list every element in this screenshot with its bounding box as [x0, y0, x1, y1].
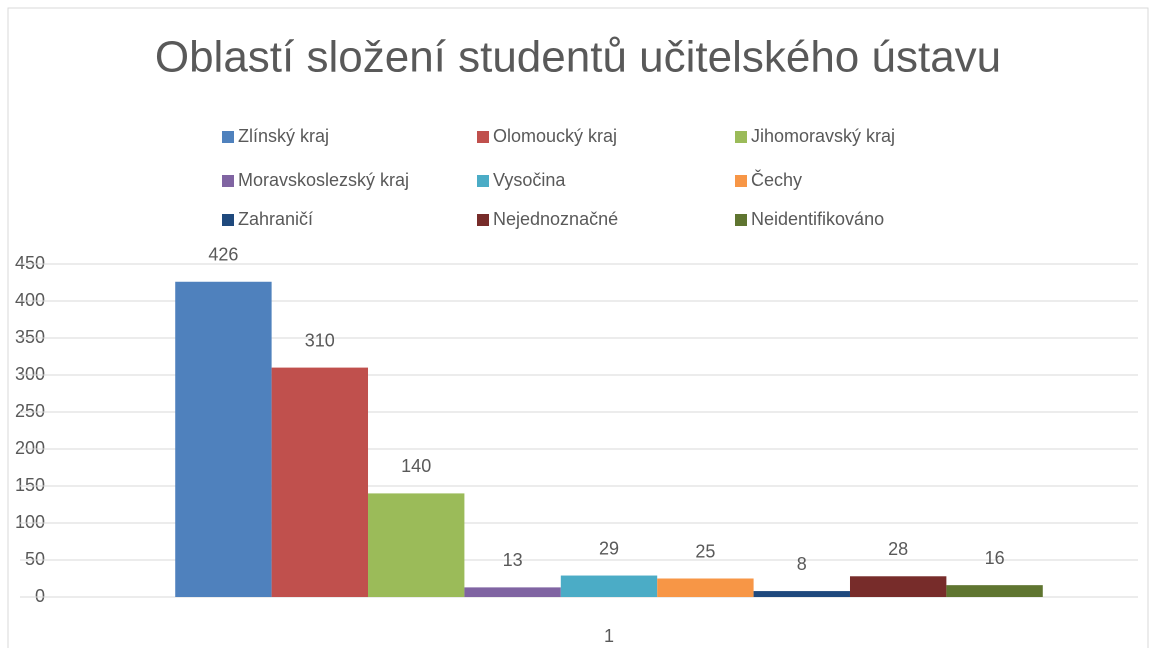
bar	[849, 576, 947, 597]
bar	[175, 281, 272, 597]
value-label: 140	[401, 456, 431, 476]
y-tick-label: 50	[25, 549, 45, 569]
legend-label: Moravskoslezský kraj	[238, 170, 409, 190]
legend-swatch	[222, 175, 234, 187]
legend-swatch	[735, 214, 747, 226]
value-label: 13	[503, 550, 523, 570]
legend-label: Čechy	[751, 169, 802, 190]
legend-label: Jihomoravský kraj	[751, 126, 895, 146]
bar	[753, 591, 850, 597]
value-label: 25	[695, 541, 715, 561]
legend-swatch	[222, 214, 234, 226]
legend-swatch	[222, 131, 234, 143]
y-tick-label: 350	[15, 327, 45, 347]
legend-label: Neidentifikováno	[751, 209, 884, 229]
bar	[464, 587, 561, 597]
legend-swatch	[477, 175, 489, 187]
legend-swatch	[477, 214, 489, 226]
y-tick-label: 200	[15, 438, 45, 458]
legend-label: Nejednoznačné	[493, 209, 618, 229]
y-tick-label: 300	[15, 364, 45, 384]
value-label: 426	[208, 245, 238, 265]
bar	[271, 367, 369, 597]
y-tick-label: 150	[15, 475, 45, 495]
x-tick-label: 1	[604, 626, 614, 646]
bar	[946, 585, 1043, 597]
legend-label: Vysočina	[493, 170, 566, 190]
legend-label: Zahraničí	[238, 209, 313, 229]
value-label: 29	[599, 538, 619, 558]
legend-swatch	[735, 131, 747, 143]
y-tick-label: 450	[15, 253, 45, 273]
value-label: 8	[797, 554, 807, 574]
bar	[368, 493, 465, 597]
legend-label: Zlínský kraj	[238, 126, 329, 146]
chart-title: Oblastí složení studentů učitelského úst…	[155, 33, 1001, 82]
value-label: 28	[888, 539, 908, 559]
legend-swatch	[735, 175, 747, 187]
y-tick-label: 400	[15, 290, 45, 310]
value-label: 310	[305, 330, 335, 350]
bar	[560, 575, 658, 597]
bar	[657, 578, 754, 597]
y-tick-label: 250	[15, 401, 45, 421]
value-label: 16	[985, 548, 1005, 568]
legend-swatch	[477, 131, 489, 143]
y-tick-label: 0	[35, 586, 45, 606]
legend-label: Olomoucký kraj	[493, 126, 617, 146]
y-tick-label: 100	[15, 512, 45, 532]
